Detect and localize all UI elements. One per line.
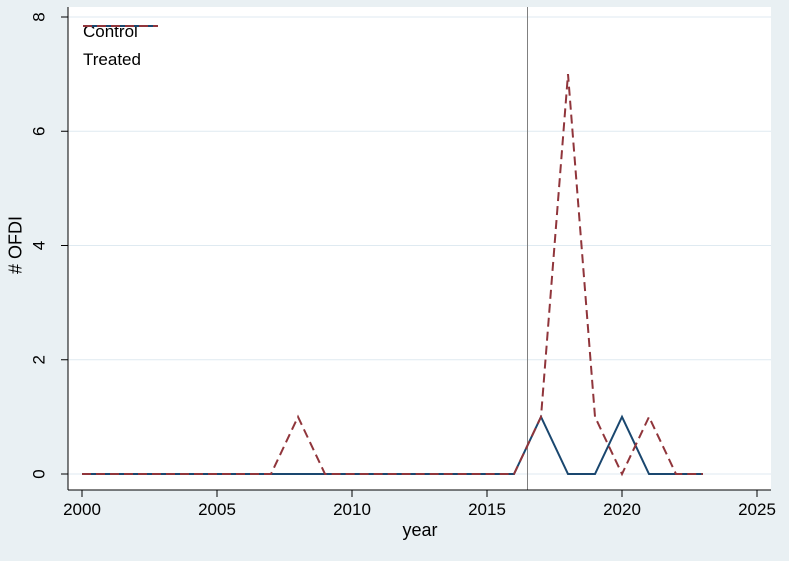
y-tick-label-4: 4 xyxy=(30,241,49,250)
x-tick-label-2020: 2020 xyxy=(603,500,641,519)
series-line-treated xyxy=(82,74,703,477)
x-tick-label-2025: 2025 xyxy=(738,500,776,519)
plot-area xyxy=(68,7,771,490)
x-axis-title: year xyxy=(402,520,438,540)
x-tick-label-2010: 2010 xyxy=(333,500,371,519)
legend: Control Treated xyxy=(83,23,158,79)
x-tick-label-2005: 2005 xyxy=(198,500,236,519)
y-tick-label-2: 2 xyxy=(30,355,49,364)
legend-item-treated: Treated xyxy=(83,25,158,69)
legend-label-treated: Treated xyxy=(83,50,141,69)
y-axis-title: # OFDI xyxy=(5,215,26,275)
x-tick-label-2015: 2015 xyxy=(468,500,506,519)
y-tick-label-8: 8 xyxy=(30,12,49,21)
x-tick-label-2000: 2000 xyxy=(63,500,101,519)
y-tick-label-6: 6 xyxy=(30,127,49,136)
treated-line-swatch xyxy=(83,25,158,27)
y-tick-label-0: 0 xyxy=(30,469,49,478)
